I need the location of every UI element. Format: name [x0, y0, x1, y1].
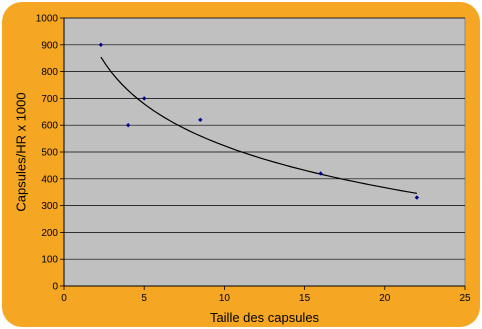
axes [63, 18, 465, 287]
data-point [98, 42, 104, 47]
y-tick-label: 700 [41, 94, 58, 105]
y-tick-label: 500 [41, 148, 58, 159]
data-point [142, 96, 147, 101]
x-tick-label: 25 [459, 293, 471, 304]
data-point [125, 123, 131, 128]
x-tick-label: 20 [379, 293, 391, 304]
data-point [198, 117, 203, 123]
data-points [98, 42, 420, 200]
gridlines [60, 17, 465, 287]
x-tick-label: 10 [219, 293, 231, 304]
y-tick-label: 100 [41, 255, 58, 266]
y-tick-label: 800 [41, 67, 58, 78]
y-tick-label: 0 [52, 282, 58, 293]
data-point [318, 171, 323, 176]
y-tick-label: 300 [41, 201, 58, 212]
y-tick-label: 1000 [36, 14, 59, 25]
y-tick-label: 200 [41, 228, 58, 239]
x-tick-labels: 0 5 10 15 20 25 [61, 286, 471, 304]
trendline [100, 56, 417, 194]
x-tick-label: 5 [141, 293, 147, 304]
x-tick-label: 15 [299, 293, 311, 304]
y-tick-label: 400 [41, 174, 58, 185]
data-point [414, 195, 420, 200]
y-tick-label: 900 [41, 40, 58, 51]
y-tick-label: 600 [41, 121, 58, 132]
y-axis-title: Capsules/HR x 1000 [13, 92, 28, 211]
x-tick-label: 0 [61, 293, 67, 304]
y-tick-labels: 0 100 200 300 400 500 600 700 800 900 1000 [36, 14, 59, 293]
x-axis-title: Taille des capsules [210, 310, 320, 325]
